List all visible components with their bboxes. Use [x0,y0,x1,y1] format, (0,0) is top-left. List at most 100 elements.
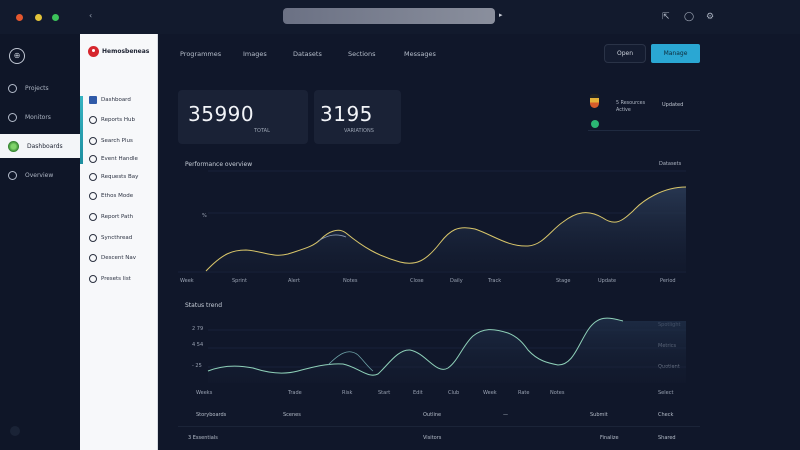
globe-icon [8,140,19,152]
panel-item[interactable]: Requests Bay [89,173,138,181]
brand-logo-icon [88,46,99,57]
secondary-panel: Hemosbeneas Dashboard Reports Hub Search… [80,34,158,450]
notification-line-1: 5 Resources [616,101,646,106]
x-axis-label: Track [488,278,502,284]
open-button[interactable]: Open [604,44,646,63]
chart-title: Status trend [185,302,223,309]
x-axis-label: Trade [288,390,302,396]
performance-chart: Performance overview Datasets % Week Spr… [178,155,687,290]
x-axis-label: Close [410,278,424,284]
manage-button[interactable]: Manage [651,44,700,63]
panel-item[interactable]: Dashboard [89,96,131,104]
back-arrow-icon[interactable]: ‹ [89,11,93,20]
panel-item[interactable]: Reports Hub [89,116,135,124]
stat-card-total: 35990 TOTAL [178,90,308,144]
x-axis-label: Notes [343,278,358,284]
x-axis-label: Start [378,390,391,396]
scroll-indicator[interactable] [80,96,83,164]
x-axis-label: Risk [342,390,353,396]
panel-item-label: Syncthread [101,235,133,241]
panel-item[interactable]: Report Path [89,213,133,221]
circle-icon [89,213,97,221]
panel-item-label: Dashboard [101,97,131,103]
minimize-window-button[interactable] [35,14,42,21]
circle-icon [89,116,97,124]
x-axis-label: Update [598,278,617,284]
table-cell: Storyboards [196,412,227,418]
y-axis-tick: 4 54 [192,342,204,348]
rail-item-label: Dashboards [27,142,63,150]
share-icon[interactable]: ⇱ [662,12,670,22]
x-axis-label: Week [180,278,194,284]
panel-item-label: Presets list [101,276,131,282]
panel-item[interactable]: Syncthread [89,234,132,242]
table-cell: — [503,412,508,418]
panel-item-label: Event Handle [101,156,138,162]
rocket-icon [590,94,599,108]
close-window-button[interactable] [16,14,23,21]
panel-item[interactable]: Ethos Mode [89,192,133,200]
chart-title: Performance overview [185,161,253,168]
stat-card-variations: 3195 VARIATIONS [314,90,401,144]
nav-link-programmes[interactable]: Programmes [180,50,222,58]
rail-item-label: Monitors [25,113,51,121]
address-bar[interactable] [283,8,495,24]
line-chart-svg [207,317,686,383]
panel-item-label: Requests Bay [101,174,139,180]
x-axis-label: Week [483,390,497,396]
rail-item-monitors[interactable]: Monitors [0,105,80,129]
table-cell: 3 Essentials [188,435,218,441]
x-axis-label: Weeks [196,390,213,396]
window-titlebar: ‹ ▸ ⇱ ◯ ⚙ [0,0,800,34]
brand: Hemosbeneas [88,46,149,57]
panel-item[interactable]: Descent Nav [89,254,136,262]
check-circle-icon [89,275,97,283]
table-cell: Scenes [283,412,301,418]
rail-item-dashboards[interactable]: Dashboards [0,134,80,158]
maximize-window-button[interactable] [52,14,59,21]
rail-item-overview[interactable]: Overview [0,163,80,187]
rail-item-label: Projects [25,84,49,92]
stat-value: 3195 [320,102,373,126]
x-axis-label: Notes [550,390,565,396]
nav-link-messages[interactable]: Messages [404,50,436,58]
stat-label: VARIATIONS [344,128,374,134]
x-axis-label: Daily [450,278,463,284]
table-row[interactable]: 3 Essentials Visitors Finalize Shared [178,428,700,450]
y-axis-tick: 2 79 [192,326,204,332]
nav-link-images[interactable]: Images [243,50,267,58]
icon-rail: ⊕ Projects Monitors Dashboards Overview [0,34,80,450]
panel-item-label: Ethos Mode [101,193,134,199]
stat-value: 35990 [188,102,255,126]
circle-icon [89,192,97,200]
notification-item[interactable]: 5 Resources Active Updated [588,93,700,131]
panel-item[interactable]: Search Plus [89,137,133,145]
notification-text: 5 Resources Active [616,100,651,114]
table-cell: Shared [658,435,676,441]
y-axis-tick: - 25 [192,363,202,369]
circle-icon [89,155,97,163]
nav-link-datasets[interactable]: Datasets [293,50,322,58]
dropdown-arrow-icon[interactable]: ▸ [499,11,503,19]
circle-icon [89,173,97,181]
circle-icon [89,137,97,145]
panel-item[interactable]: Event Handle [89,155,138,163]
panel-item[interactable]: Presets list [89,275,131,283]
table-cell: Visitors [423,435,442,441]
rail-item-projects[interactable]: Projects [0,76,80,100]
x-axis-label: Alert [288,278,300,284]
help-icon[interactable] [10,426,20,436]
panel-item-label: Search Plus [101,138,133,144]
x-axis-label: Edit [413,390,423,396]
table-cell: Finalize [600,435,619,441]
circle-icon [8,170,17,180]
table-row[interactable]: Storyboards Scenes Outline — Submit Chec… [178,405,700,427]
panel-item-label: Reports Hub [101,117,135,123]
nav-link-sections[interactable]: Sections [348,50,376,58]
settings-icon[interactable]: ⚙ [706,12,715,22]
table-cell: Check [658,412,674,418]
info-icon[interactable]: ◯ [684,12,695,22]
rail-item-label: Overview [25,171,54,179]
notification-line-2: Active [616,108,631,113]
x-axis-label: Stage [556,278,571,284]
